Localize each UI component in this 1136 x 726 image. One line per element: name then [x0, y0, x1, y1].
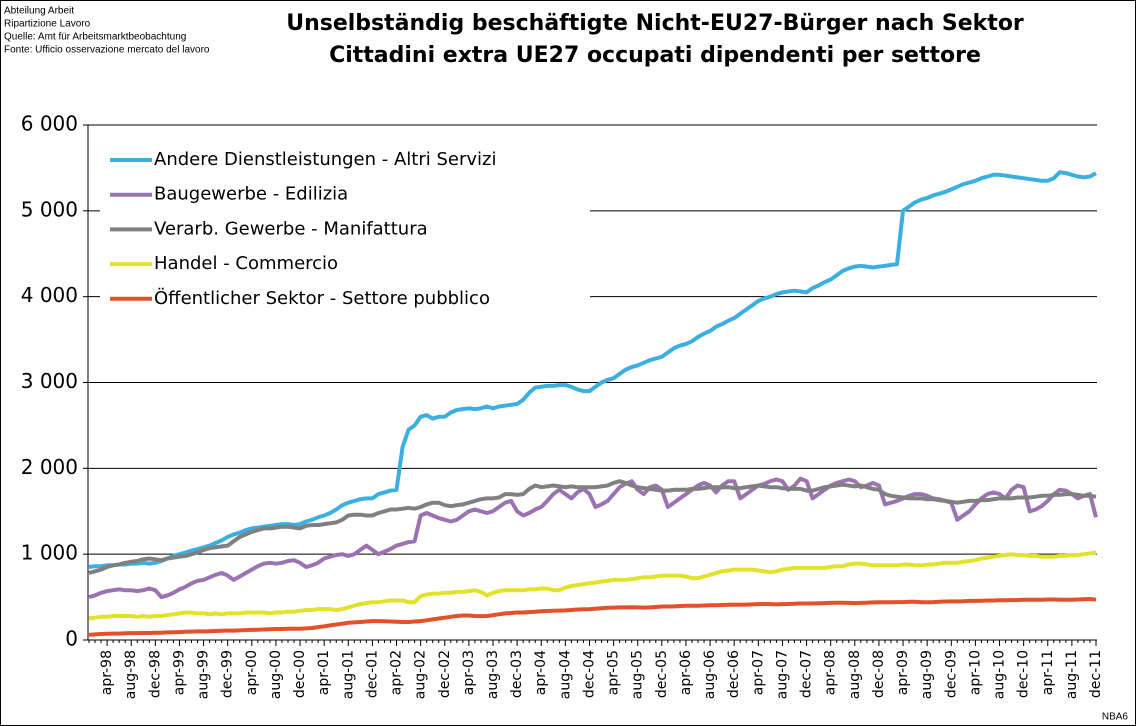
x-tick-label: apr-02 [389, 650, 405, 695]
x-tick-label: aug-08 [847, 650, 863, 699]
legend-label: Baugewerbe - Edilizia [154, 184, 348, 205]
series-line [88, 479, 1097, 575]
legend-label: Andere Dienstleistungen - Altri Servizi [154, 149, 496, 170]
x-tick-label: aug-09 [919, 650, 935, 699]
series-line [88, 550, 1097, 621]
series-line [88, 476, 1098, 600]
x-tick-label: aug-11 [1064, 650, 1080, 699]
x-tick-label: aug-04 [557, 650, 573, 699]
x-tick-label: apr-07 [750, 650, 766, 695]
x-tick-label: dec-98 [147, 650, 163, 698]
x-tick-label: dec-02 [437, 650, 453, 698]
x-tick-label: aug-98 [123, 650, 139, 699]
x-tick-label: dec-09 [943, 650, 959, 698]
x-tick-label: dec-99 [220, 650, 236, 698]
y-tick-label: 2 000 [21, 455, 78, 479]
x-tick-label: apr-04 [533, 650, 549, 695]
x-tick-label: apr-98 [99, 650, 115, 695]
legend-label: Handel - Commercio [154, 253, 338, 274]
y-tick-label: 1 000 [21, 541, 78, 565]
source-note: Abteilung Arbeit [4, 6, 74, 17]
x-tick-label: aug-07 [774, 650, 790, 699]
x-tick-label: dec-05 [654, 650, 670, 698]
x-tick-label: apr-06 [678, 650, 694, 695]
source-note: Ripartizione Lavoro [4, 19, 91, 30]
x-tick-label: aug-05 [630, 650, 646, 699]
legend-box [100, 140, 590, 320]
legend-label: Verarb. Gewerbe - Manifattura [154, 218, 428, 239]
y-tick-label: 5 000 [21, 197, 78, 221]
x-tick-label: aug-06 [702, 650, 718, 699]
x-tick-label: apr-11 [1040, 650, 1056, 695]
x-tick-label: dec-08 [871, 650, 887, 698]
chart-subtitle: Cittadini extra UE27 occupati dipendenti… [329, 43, 981, 68]
x-tick-label: dec-11 [1088, 650, 1104, 698]
legend-label: Öffentlicher Sektor - Settore pubblico [154, 287, 490, 309]
x-tick-label: aug-00 [268, 650, 284, 699]
x-tick-label: dec-10 [1016, 650, 1032, 698]
x-tick-label: dec-00 [292, 650, 308, 698]
x-tick-label: aug-01 [340, 650, 356, 699]
chart-title: Unselbständig beschäftigte Nicht-EU27-Bü… [286, 11, 1024, 36]
x-tick-label: dec-04 [581, 650, 597, 698]
x-tick-label: dec-01 [364, 650, 380, 698]
x-tick-label: apr-01 [316, 650, 332, 695]
series-line [88, 170, 1097, 569]
y-tick-label: 3 000 [21, 369, 78, 393]
source-note: Quelle: Amt für Arbeitsmarktbeobachtung [4, 32, 186, 43]
x-tick-label: aug-10 [992, 650, 1008, 699]
x-tick-label: aug-99 [196, 650, 212, 699]
x-tick-label: dec-07 [799, 650, 815, 698]
y-tick-label: 6 000 [21, 112, 78, 136]
x-tick-label: dec-03 [509, 650, 525, 698]
x-tick-label: aug-03 [485, 650, 501, 699]
x-tick-label: apr-10 [967, 650, 983, 695]
x-tick-label: apr-00 [244, 650, 260, 695]
x-tick-label: apr-08 [823, 650, 839, 695]
y-tick-label: 0 [65, 627, 78, 651]
x-tick-label: dec-06 [726, 650, 742, 698]
x-tick-label: apr-03 [461, 650, 477, 695]
source-note: Fonte: Ufficio osservazione mercato del … [4, 45, 210, 56]
series-line [88, 597, 1097, 637]
x-tick-label: apr-99 [171, 650, 187, 695]
x-tick-label: apr-05 [606, 650, 622, 695]
x-tick-label: apr-09 [895, 650, 911, 695]
chart-code: NBA6 [1102, 712, 1129, 723]
y-tick-label: 4 000 [21, 283, 78, 307]
x-tick-label: aug-02 [413, 650, 429, 699]
